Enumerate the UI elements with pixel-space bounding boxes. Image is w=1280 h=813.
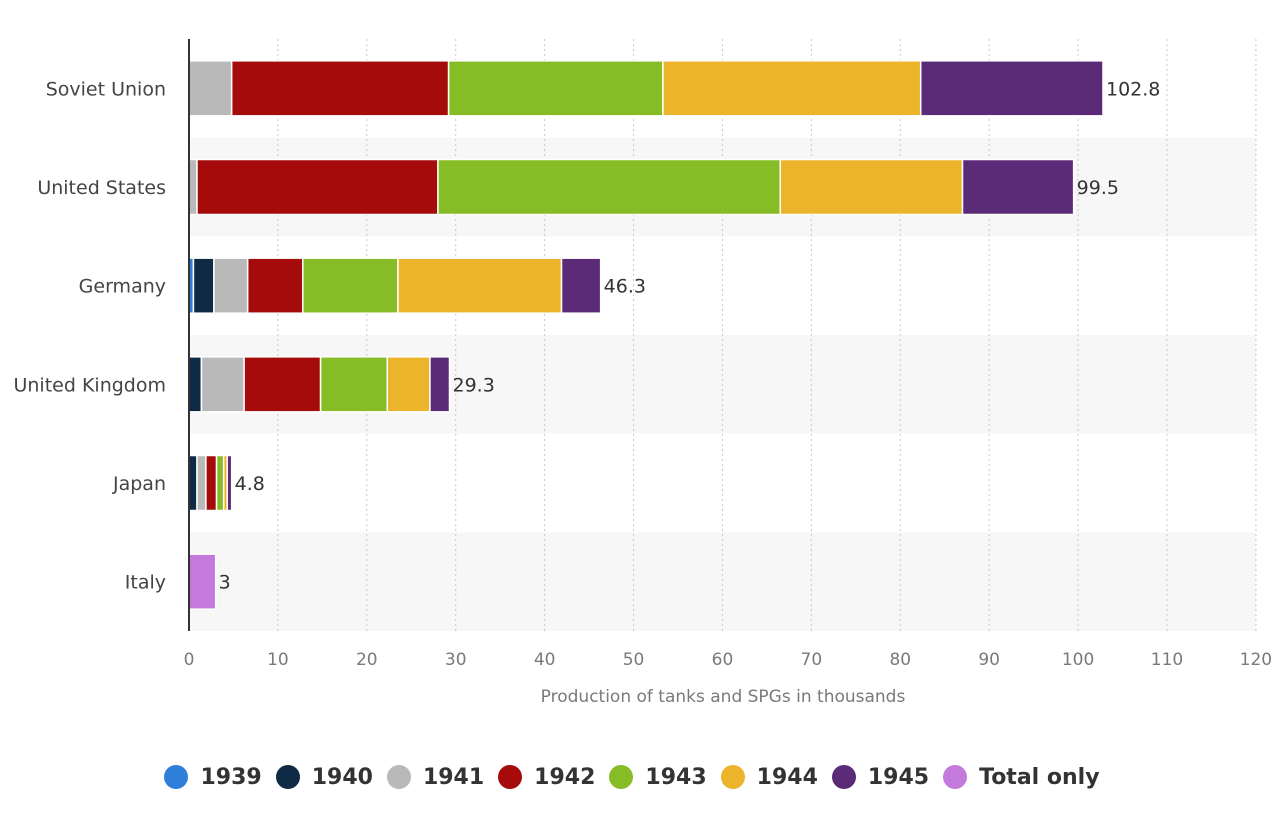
bar-segment[interactable] [188, 158, 198, 216]
bar-segment[interactable] [226, 454, 233, 512]
legend-item[interactable]: Total only [943, 764, 1100, 790]
x-tick-label: 110 [1151, 650, 1183, 670]
bar-segment[interactable] [779, 158, 964, 216]
legend-dot-icon [275, 765, 300, 789]
bar-segment[interactable] [188, 454, 198, 512]
bar-segment[interactable] [188, 356, 203, 413]
legend-item[interactable]: 1944 [720, 764, 818, 790]
category-label: Soviet Union [46, 78, 166, 100]
legend-label: 1941 [422, 764, 485, 790]
total-data-label: 29.3 [453, 374, 495, 396]
total-data-label: 102.8 [1106, 78, 1160, 100]
bar-segment[interactable] [246, 257, 304, 314]
total-data-label: 46.3 [604, 276, 646, 298]
bar-segment[interactable] [919, 60, 1104, 117]
bar-segment[interactable] [319, 356, 389, 413]
category-label: Japan [112, 473, 166, 495]
category-label: United Kingdom [13, 374, 166, 396]
x-tick-label: 0 [184, 650, 195, 670]
legend-dot-icon [498, 765, 523, 789]
category-label: Italy [125, 572, 166, 594]
x-axis-ticks: 0 10 20 30 40 50 60 70 80 90 100 110 120 [184, 650, 1273, 670]
bar-segment[interactable] [230, 60, 450, 117]
legend-label: 1940 [311, 764, 373, 790]
bar-segment[interactable] [560, 257, 602, 314]
bar-segment[interactable] [243, 356, 322, 413]
legend-label: 1944 [756, 764, 818, 790]
legend-label: 1943 [645, 764, 707, 790]
x-tick-label: 60 [712, 650, 734, 670]
grid-lines [277, 39, 1257, 631]
bar-segment[interactable] [386, 356, 431, 413]
x-tick-label: 10 [267, 650, 289, 670]
legend-dot-icon [943, 765, 968, 789]
total-data-label: 99.5 [1077, 177, 1119, 199]
x-tick-label: 50 [623, 650, 645, 670]
legend-item[interactable]: 1940 [275, 764, 373, 790]
bar-segment[interactable] [196, 158, 439, 216]
x-tick-label: 100 [1062, 650, 1094, 670]
legend-dot-icon [831, 765, 856, 789]
legend-item[interactable]: 1942 [498, 765, 595, 790]
x-tick-label: 40 [534, 650, 556, 670]
bar-segment[interactable] [205, 454, 218, 512]
bar-segment[interactable] [429, 356, 451, 413]
bar-segment[interactable] [188, 60, 233, 117]
bar-segment[interactable] [437, 158, 781, 216]
bar-segment[interactable] [961, 158, 1075, 216]
x-axis-title: Production of tanks and SPGs in thousand… [541, 687, 906, 707]
bar-segment[interactable] [302, 257, 399, 314]
bar-segment[interactable] [215, 454, 225, 512]
bar-segment[interactable] [213, 257, 249, 314]
total-data-label: 4.8 [235, 473, 265, 495]
category-label: United States [37, 177, 166, 199]
data-labels: 102.8 99.5 46.3 29.3 4.8 3 [219, 78, 1161, 593]
legend-dot-icon [720, 765, 745, 789]
bar-segment[interactable] [196, 454, 207, 512]
legend-dot-icon [164, 765, 189, 789]
legend-label: Total only [979, 764, 1100, 790]
category-label: Germany [79, 276, 166, 298]
legend-dot-icon [386, 765, 411, 789]
bar-segment[interactable] [200, 356, 245, 413]
bars [188, 60, 1104, 610]
bar-segment[interactable] [397, 257, 563, 314]
legend-item[interactable]: 1943 [609, 764, 707, 790]
legend-dot-icon [609, 765, 634, 789]
legend-label: 1945 [867, 764, 930, 790]
bar-segment[interactable] [447, 60, 664, 117]
legend-item[interactable]: 1945 [831, 764, 930, 790]
row-band [189, 532, 1256, 631]
bar-segment[interactable] [188, 553, 217, 610]
x-tick-label: 90 [978, 650, 1000, 670]
legend-item[interactable]: 1941 [386, 764, 485, 790]
x-tick-label: 20 [356, 650, 378, 670]
x-tick-label: 80 [889, 650, 911, 670]
total-data-label: 3 [219, 572, 231, 594]
bar-segment[interactable] [192, 257, 215, 314]
legend: 1939 1940 1941 1942 1943 1944 1945 Total only [0, 757, 1264, 797]
legend-label: 1939 [200, 764, 262, 790]
x-tick-label: 70 [801, 650, 823, 670]
category-labels: Soviet Union United States Germany United K… [13, 78, 166, 593]
legend-item[interactable]: 1939 [164, 764, 262, 790]
legend-label: 1942 [534, 764, 596, 790]
x-tick-label: 120 [1240, 650, 1272, 670]
x-tick-label: 30 [445, 650, 467, 670]
bar-segment[interactable] [662, 60, 922, 117]
